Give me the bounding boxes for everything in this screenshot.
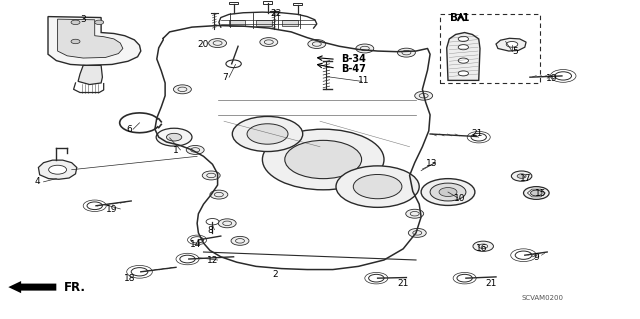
Text: 15: 15 bbox=[535, 189, 547, 198]
Circle shape bbox=[131, 268, 148, 276]
Circle shape bbox=[202, 171, 220, 180]
Bar bbox=[229, 20, 245, 26]
Circle shape bbox=[166, 133, 182, 141]
Text: 13: 13 bbox=[426, 159, 438, 168]
Polygon shape bbox=[48, 17, 141, 65]
Text: 2: 2 bbox=[273, 271, 278, 279]
Circle shape bbox=[397, 48, 415, 57]
Text: 21: 21 bbox=[486, 279, 497, 288]
Circle shape bbox=[458, 45, 468, 50]
Circle shape bbox=[458, 58, 468, 63]
Polygon shape bbox=[78, 65, 102, 85]
Text: 3: 3 bbox=[81, 15, 86, 24]
Circle shape bbox=[206, 219, 219, 225]
Circle shape bbox=[458, 36, 468, 41]
Circle shape bbox=[247, 124, 288, 144]
Text: 8: 8 bbox=[207, 226, 212, 235]
Polygon shape bbox=[447, 33, 480, 80]
Text: 1: 1 bbox=[173, 146, 179, 155]
Text: 21: 21 bbox=[471, 130, 483, 138]
Circle shape bbox=[49, 165, 67, 174]
Circle shape bbox=[511, 171, 532, 181]
Circle shape bbox=[156, 128, 192, 146]
Text: 21: 21 bbox=[397, 279, 409, 288]
Circle shape bbox=[471, 133, 486, 141]
Circle shape bbox=[308, 40, 326, 48]
Circle shape bbox=[218, 219, 236, 228]
Circle shape bbox=[457, 274, 472, 282]
Circle shape bbox=[210, 190, 228, 199]
Text: 22: 22 bbox=[271, 9, 282, 18]
Text: 7: 7 bbox=[223, 73, 228, 82]
Circle shape bbox=[524, 187, 549, 199]
Circle shape bbox=[369, 274, 384, 282]
Bar bbox=[263, 1, 272, 4]
Circle shape bbox=[517, 174, 526, 178]
Circle shape bbox=[226, 60, 241, 68]
Text: FR.: FR. bbox=[64, 281, 86, 293]
Text: B-47: B-47 bbox=[341, 64, 366, 74]
Circle shape bbox=[262, 129, 384, 190]
Text: 6: 6 bbox=[127, 125, 132, 134]
Text: 17: 17 bbox=[520, 174, 532, 182]
Circle shape bbox=[285, 140, 362, 179]
Circle shape bbox=[95, 20, 104, 25]
Polygon shape bbox=[58, 19, 123, 58]
Circle shape bbox=[506, 41, 518, 47]
Circle shape bbox=[458, 71, 468, 76]
Circle shape bbox=[473, 241, 493, 251]
Text: 19: 19 bbox=[106, 205, 118, 214]
Text: B-34: B-34 bbox=[341, 54, 366, 64]
Circle shape bbox=[406, 209, 424, 218]
Text: 5: 5 bbox=[513, 47, 518, 56]
Bar bbox=[256, 20, 272, 26]
Text: 10: 10 bbox=[454, 194, 465, 203]
Circle shape bbox=[71, 20, 80, 25]
Bar bbox=[229, 2, 238, 4]
Text: SCVAM0200: SCVAM0200 bbox=[522, 295, 564, 301]
Circle shape bbox=[408, 228, 426, 237]
Circle shape bbox=[439, 188, 457, 197]
Circle shape bbox=[232, 116, 303, 152]
Circle shape bbox=[87, 202, 102, 210]
Circle shape bbox=[173, 133, 191, 142]
Circle shape bbox=[336, 166, 419, 207]
Circle shape bbox=[191, 237, 204, 243]
Circle shape bbox=[430, 183, 466, 201]
Bar bbox=[293, 3, 302, 5]
Circle shape bbox=[209, 39, 227, 48]
Circle shape bbox=[421, 179, 475, 205]
FancyArrow shape bbox=[8, 281, 56, 293]
Bar bbox=[282, 20, 298, 26]
Circle shape bbox=[231, 236, 249, 245]
Text: 18: 18 bbox=[124, 274, 135, 283]
Circle shape bbox=[260, 38, 278, 47]
Circle shape bbox=[173, 85, 191, 94]
Text: 14: 14 bbox=[189, 241, 201, 249]
Text: B-1: B-1 bbox=[450, 12, 469, 23]
Circle shape bbox=[415, 91, 433, 100]
Circle shape bbox=[180, 255, 195, 263]
Text: 9: 9 bbox=[534, 253, 539, 262]
Circle shape bbox=[555, 72, 572, 80]
Circle shape bbox=[353, 174, 402, 199]
Text: 16: 16 bbox=[476, 244, 487, 253]
Circle shape bbox=[356, 44, 374, 53]
Circle shape bbox=[71, 39, 80, 44]
Text: 12: 12 bbox=[207, 256, 218, 265]
Text: 11: 11 bbox=[358, 76, 369, 85]
Polygon shape bbox=[38, 160, 77, 179]
Polygon shape bbox=[496, 38, 526, 51]
Circle shape bbox=[186, 145, 204, 154]
Text: 4: 4 bbox=[35, 177, 40, 186]
Circle shape bbox=[531, 190, 542, 196]
Circle shape bbox=[515, 251, 532, 259]
Text: 20: 20 bbox=[198, 40, 209, 48]
Bar bbox=[440, 14, 540, 83]
Text: 19: 19 bbox=[546, 74, 557, 83]
